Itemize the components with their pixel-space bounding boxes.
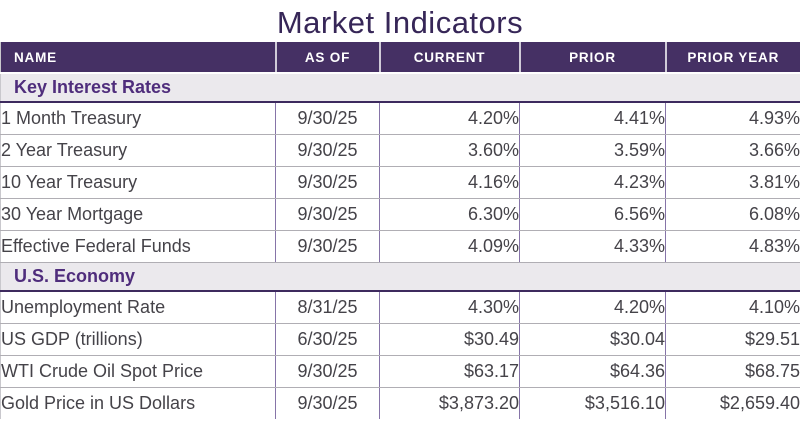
cell-current: $3,873.20 — [379, 387, 520, 419]
cell-prior-year: $2,659.40 — [665, 387, 800, 419]
page-title: Market Indicators — [276, 5, 524, 40]
cell-name: 1 Month Treasury — [0, 102, 276, 135]
table-row: US GDP (trillions) 6/30/25 $30.49 $30.04 $29… — [0, 323, 800, 356]
column-header-current: CURRENT — [378, 42, 520, 74]
cell-prior: 6.56% — [519, 198, 666, 231]
cell-as-of: 9/30/25 — [275, 166, 380, 199]
section-header-row: Key Interest Rates — [0, 73, 800, 103]
cell-prior: 4.23% — [519, 166, 666, 199]
table-header-row: NAME AS OF CURRENT PRIOR PRIOR YEAR — [0, 42, 800, 74]
cell-prior-year: 6.08% — [665, 198, 800, 231]
cell-current: $30.49 — [379, 323, 520, 356]
cell-name: WTI Crude Oil Spot Price — [0, 355, 276, 388]
cell-as-of: 9/30/25 — [275, 198, 380, 231]
cell-name: 30 Year Mortgage — [0, 198, 276, 231]
section-label: U.S. Economy — [0, 262, 800, 292]
column-header-name: NAME — [0, 42, 276, 74]
table-row: 1 Month Treasury 9/30/25 4.20% 4.41% 4.93% — [0, 102, 800, 135]
cell-prior-year: 3.81% — [665, 166, 800, 199]
cell-prior-year: 4.83% — [665, 230, 800, 263]
cell-prior-year: $29.51 — [665, 323, 800, 356]
cell-as-of: 6/30/25 — [275, 323, 380, 356]
cell-as-of: 9/30/25 — [275, 355, 380, 388]
table-row: 2 Year Treasury 9/30/25 3.60% 3.59% 3.66% — [0, 134, 800, 167]
cell-prior-year: 3.66% — [665, 134, 800, 167]
cell-name: Effective Federal Funds — [0, 230, 276, 263]
cell-current: 6.30% — [379, 198, 520, 231]
cell-prior: $3,516.10 — [519, 387, 666, 419]
cell-current: 4.20% — [379, 102, 520, 135]
cell-as-of: 9/30/25 — [275, 134, 380, 167]
table-row: WTI Crude Oil Spot Price 9/30/25 $63.17 $64… — [0, 355, 800, 388]
cell-prior: 4.41% — [519, 102, 666, 135]
cell-prior: $30.04 — [519, 323, 666, 356]
cell-prior-year: 4.93% — [665, 102, 800, 135]
cell-name: US GDP (trillions) — [0, 323, 276, 356]
indicators-table: NAME AS OF CURRENT PRIOR PRIOR YEAR Key … — [0, 42, 800, 419]
cell-prior: 3.59% — [519, 134, 666, 167]
cell-as-of: 9/30/25 — [275, 230, 380, 263]
section-label: Key Interest Rates — [0, 73, 800, 103]
cell-as-of: 9/30/25 — [275, 102, 380, 135]
column-header-prior-year: PRIOR YEAR — [664, 42, 800, 74]
cell-current: 4.09% — [379, 230, 520, 263]
table-row: Unemployment Rate 8/31/25 4.30% 4.20% 4.10% — [0, 291, 800, 324]
cell-name: Gold Price in US Dollars — [0, 387, 276, 419]
table-row: Effective Federal Funds 9/30/25 4.09% 4.33%… — [0, 230, 800, 263]
cell-prior: $64.36 — [519, 355, 666, 388]
cell-name: 10 Year Treasury — [0, 166, 276, 199]
column-header-prior: PRIOR — [518, 42, 666, 74]
table-row: 10 Year Treasury 9/30/25 4.16% 4.23% 3.81% — [0, 166, 800, 199]
cell-as-of: 9/30/25 — [275, 387, 380, 419]
cell-prior-year: 4.10% — [665, 291, 800, 324]
cell-prior: 4.20% — [519, 291, 666, 324]
cell-current: 4.30% — [379, 291, 520, 324]
cell-prior: 4.33% — [519, 230, 666, 263]
cell-as-of: 8/31/25 — [275, 291, 380, 324]
table-row: 30 Year Mortgage 9/30/25 6.30% 6.56% 6.08% — [0, 198, 800, 231]
cell-prior-year: $68.75 — [665, 355, 800, 388]
cell-current: 3.60% — [379, 134, 520, 167]
cell-current: 4.16% — [379, 166, 520, 199]
section-header-row: U.S. Economy — [0, 262, 800, 292]
cell-name: Unemployment Rate — [0, 291, 276, 324]
cell-current: $63.17 — [379, 355, 520, 388]
column-header-as-of: AS OF — [274, 42, 380, 74]
cell-name: 2 Year Treasury — [0, 134, 276, 167]
table-row: Gold Price in US Dollars 9/30/25 $3,873.20… — [0, 387, 800, 419]
